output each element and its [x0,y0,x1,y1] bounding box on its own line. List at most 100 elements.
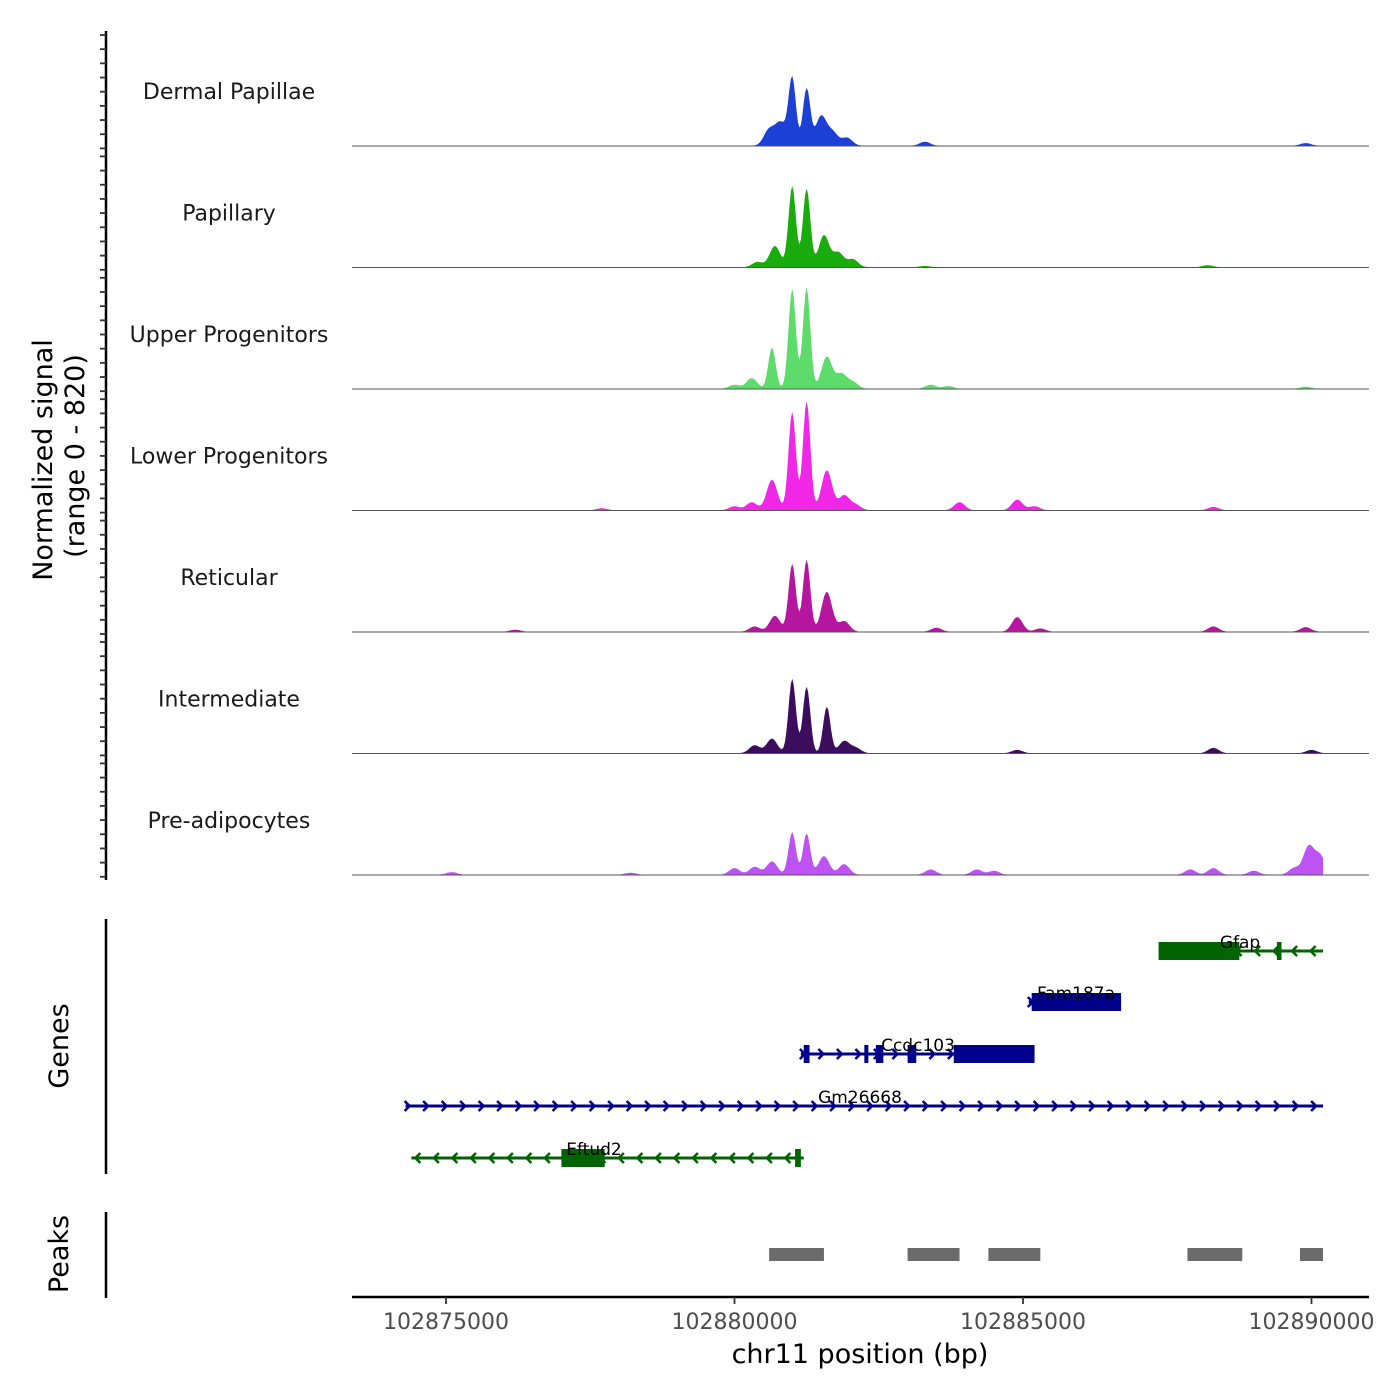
strand-arrow-icon [403,1100,412,1112]
strand-arrow-icon [625,1100,634,1112]
x-tick-label: 102885000 [960,1310,1086,1335]
strand-arrow-icon [1254,1100,1263,1112]
exon [1158,942,1240,960]
exon [803,1045,810,1063]
gene-eftud2: Eftud2 [411,1140,804,1167]
strand-arrow-icon [681,1100,689,1112]
strand-arrow-icon [928,1048,937,1060]
strand-arrow-icon [1088,1100,1096,1112]
gene-label: Ccdc103 [881,1036,955,1056]
signal-area [365,832,1324,875]
strand-arrow-icon [422,1100,430,1112]
strand-arrow-icon [413,1152,422,1164]
strand-arrow-icon [755,1100,763,1112]
strand-arrow-icon [570,1100,578,1112]
signal-area [365,75,1324,146]
peaks-axis-title: Peaks [44,1215,75,1293]
strand-arrow-icon [921,1100,930,1112]
track-upper-progenitors: Upper Progenitors [130,287,1369,390]
strand-arrow-icon [977,1100,985,1112]
signal-area [365,186,1324,268]
strand-arrow-icon [644,1100,652,1112]
track-papillary: Papillary [182,186,1369,268]
strand-arrow-icon [432,1152,440,1164]
track-label: Papillary [182,202,276,227]
strand-arrow-icon [995,1100,1004,1112]
exon [1276,942,1282,960]
x-axis-ticks: 102875000 102880000 102885000 102890000 [383,1297,1374,1335]
strand-arrow-icon [903,1100,911,1112]
strand-arrow-icon [866,1100,874,1112]
strand-arrow-icon [551,1100,560,1112]
strand-arrow-icon [810,1100,819,1112]
strand-arrow-icon [854,1048,863,1060]
strand-arrow-icon [1291,1100,1300,1112]
strand-arrow-icon [506,1152,514,1164]
x-tick-label: 102890000 [1249,1310,1375,1335]
signal-area [365,401,1324,511]
strand-arrow-icon [1273,1100,1281,1112]
strand-arrow-icon [718,1100,726,1112]
gene-annotations: Gfap Fam187a Ccdc103 Gm26668 Eftud2 [403,933,1324,1167]
strand-arrow-icon [728,1152,736,1164]
strand-arrow-icon [946,1048,955,1060]
exon [875,1045,884,1063]
strand-arrow-icon [1199,1100,1207,1112]
gene-gm26668: Gm26668 [403,1088,1324,1112]
track-label: Reticular [180,566,278,591]
track-label: Intermediate [158,688,300,713]
strand-arrow-icon [773,1100,782,1112]
strand-arrow-icon [487,1152,496,1164]
signal-area [365,287,1324,389]
strand-arrow-icon [1180,1100,1189,1112]
signal-tracks: Dermal Papillae Papillary Upper Progenitor… [130,75,1369,876]
strand-arrow-icon [440,1100,449,1112]
strand-arrow-icon [496,1100,504,1112]
strand-arrow-icon [746,1152,755,1164]
strand-arrow-icon [891,1048,900,1060]
signal-y-axis-title-line1: Normalized signal [28,339,59,581]
track-lower-progenitors: Lower Progenitors [130,401,1369,511]
peak-region [1299,1248,1324,1261]
signal-area [365,678,1324,754]
strand-arrow-icon [543,1152,551,1164]
peak-region [1187,1248,1243,1261]
strand-arrow-icon [635,1152,644,1164]
track-pre-adipocytes: Pre-adipocytes [148,809,1369,876]
track-dermal-papillae: Dermal Papillae [143,75,1369,147]
strand-arrow-icon [847,1100,856,1112]
strand-arrow-icon [1032,1100,1041,1112]
strand-arrow-icon [1310,1100,1318,1112]
genes-axis-title: Genes [44,1003,75,1088]
strand-arrow-icon [672,1152,681,1164]
strand-arrow-icon [940,1100,948,1112]
strand-arrow-icon [469,1152,477,1164]
strand-arrow-icon [1253,945,1261,957]
exon [561,1149,605,1167]
strand-arrow-icon [699,1100,708,1112]
strand-arrow-icon [524,1152,533,1164]
x-axis-title: chr11 position (bp) [732,1339,989,1370]
peak-regions [769,1248,1324,1261]
strand-arrow-icon [736,1100,745,1112]
signal-y-axis-title-line2: (range 0 - 820) [60,354,91,558]
strand-arrow-icon [662,1100,671,1112]
track-label: Upper Progenitors [130,323,329,348]
strand-arrow-icon [1290,945,1298,957]
strand-arrow-icon [792,1100,800,1112]
x-tick-label: 102875000 [383,1310,509,1335]
strand-arrow-icon [617,1152,625,1164]
strand-arrow-icon [1069,1100,1078,1112]
exon [907,1045,917,1063]
strand-arrow-icon [1217,1100,1226,1112]
signal-y-axis [100,31,108,880]
exon [953,1045,1035,1063]
strand-arrow-icon [829,1100,837,1112]
peak-region [988,1248,1041,1261]
exon [864,1045,869,1063]
gene-label: Eftud2 [566,1140,621,1160]
strand-arrow-icon [1162,1100,1170,1112]
gene-label: Gm26668 [818,1088,902,1108]
track-reticular: Reticular [180,559,1369,633]
